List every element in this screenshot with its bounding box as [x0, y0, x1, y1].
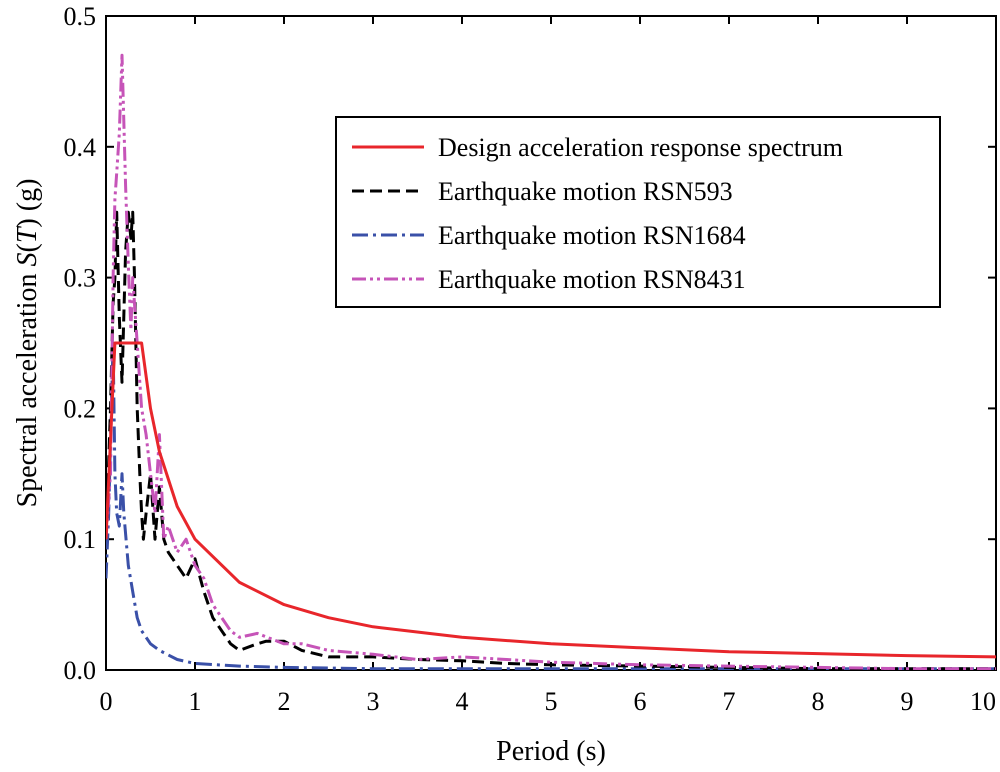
series-line-3 [106, 341, 996, 670]
y-tick-label: 0.4 [64, 133, 97, 162]
y-axis-title: Spectral acceleration S(T) (g) [12, 179, 43, 508]
legend-label: Earthquake motion RSN1684 [438, 221, 746, 250]
y-tick-label: 0.5 [64, 2, 97, 31]
axis-ticks: 0 1 2 3 4 5 6 7 8 9 10 0.0 0.1 0.2 0.3 0.4 0.5 [64, 2, 997, 716]
y-axis-title-part: ) (g) [12, 179, 43, 228]
x-tick-label: 9 [901, 687, 914, 716]
y-tick-label: 0.3 [64, 264, 97, 293]
x-tick-label: 4 [456, 687, 469, 716]
legend-box [335, 116, 941, 308]
x-tick-label: 0 [100, 687, 113, 716]
x-tick-label: 8 [812, 687, 825, 716]
legend-label: Design acceleration response spectrum [438, 133, 843, 162]
x-tick-label: 6 [634, 687, 647, 716]
y-tick-label: 0.1 [64, 525, 97, 554]
legend-label: Earthquake motion RSN8431 [438, 265, 746, 294]
y-axis-title-part: Spectral acceleration [12, 266, 43, 507]
x-tick-label: 1 [189, 687, 202, 716]
y-axis-title-part: T [12, 225, 43, 243]
legend: Design acceleration response spectrum Ear… [335, 116, 941, 308]
x-tick-label: 10 [970, 687, 996, 716]
x-tick-label: 7 [723, 687, 736, 716]
legend-label: Earthquake motion RSN593 [438, 177, 733, 206]
y-tick-label: 0.0 [64, 656, 97, 685]
series-lines [106, 53, 996, 670]
series-line-2 [106, 210, 996, 670]
y-axis-title-part: ( [12, 243, 43, 252]
y-axis-title-part: S [12, 252, 43, 266]
y-tick-label: 0.2 [64, 394, 97, 423]
series-line-4 [106, 53, 996, 670]
x-tick-label: 5 [545, 687, 558, 716]
x-tick-label: 3 [367, 687, 380, 716]
series-line-1 [106, 341, 996, 659]
x-axis-title: Period (s) [496, 736, 606, 767]
x-tick-label: 2 [278, 687, 291, 716]
